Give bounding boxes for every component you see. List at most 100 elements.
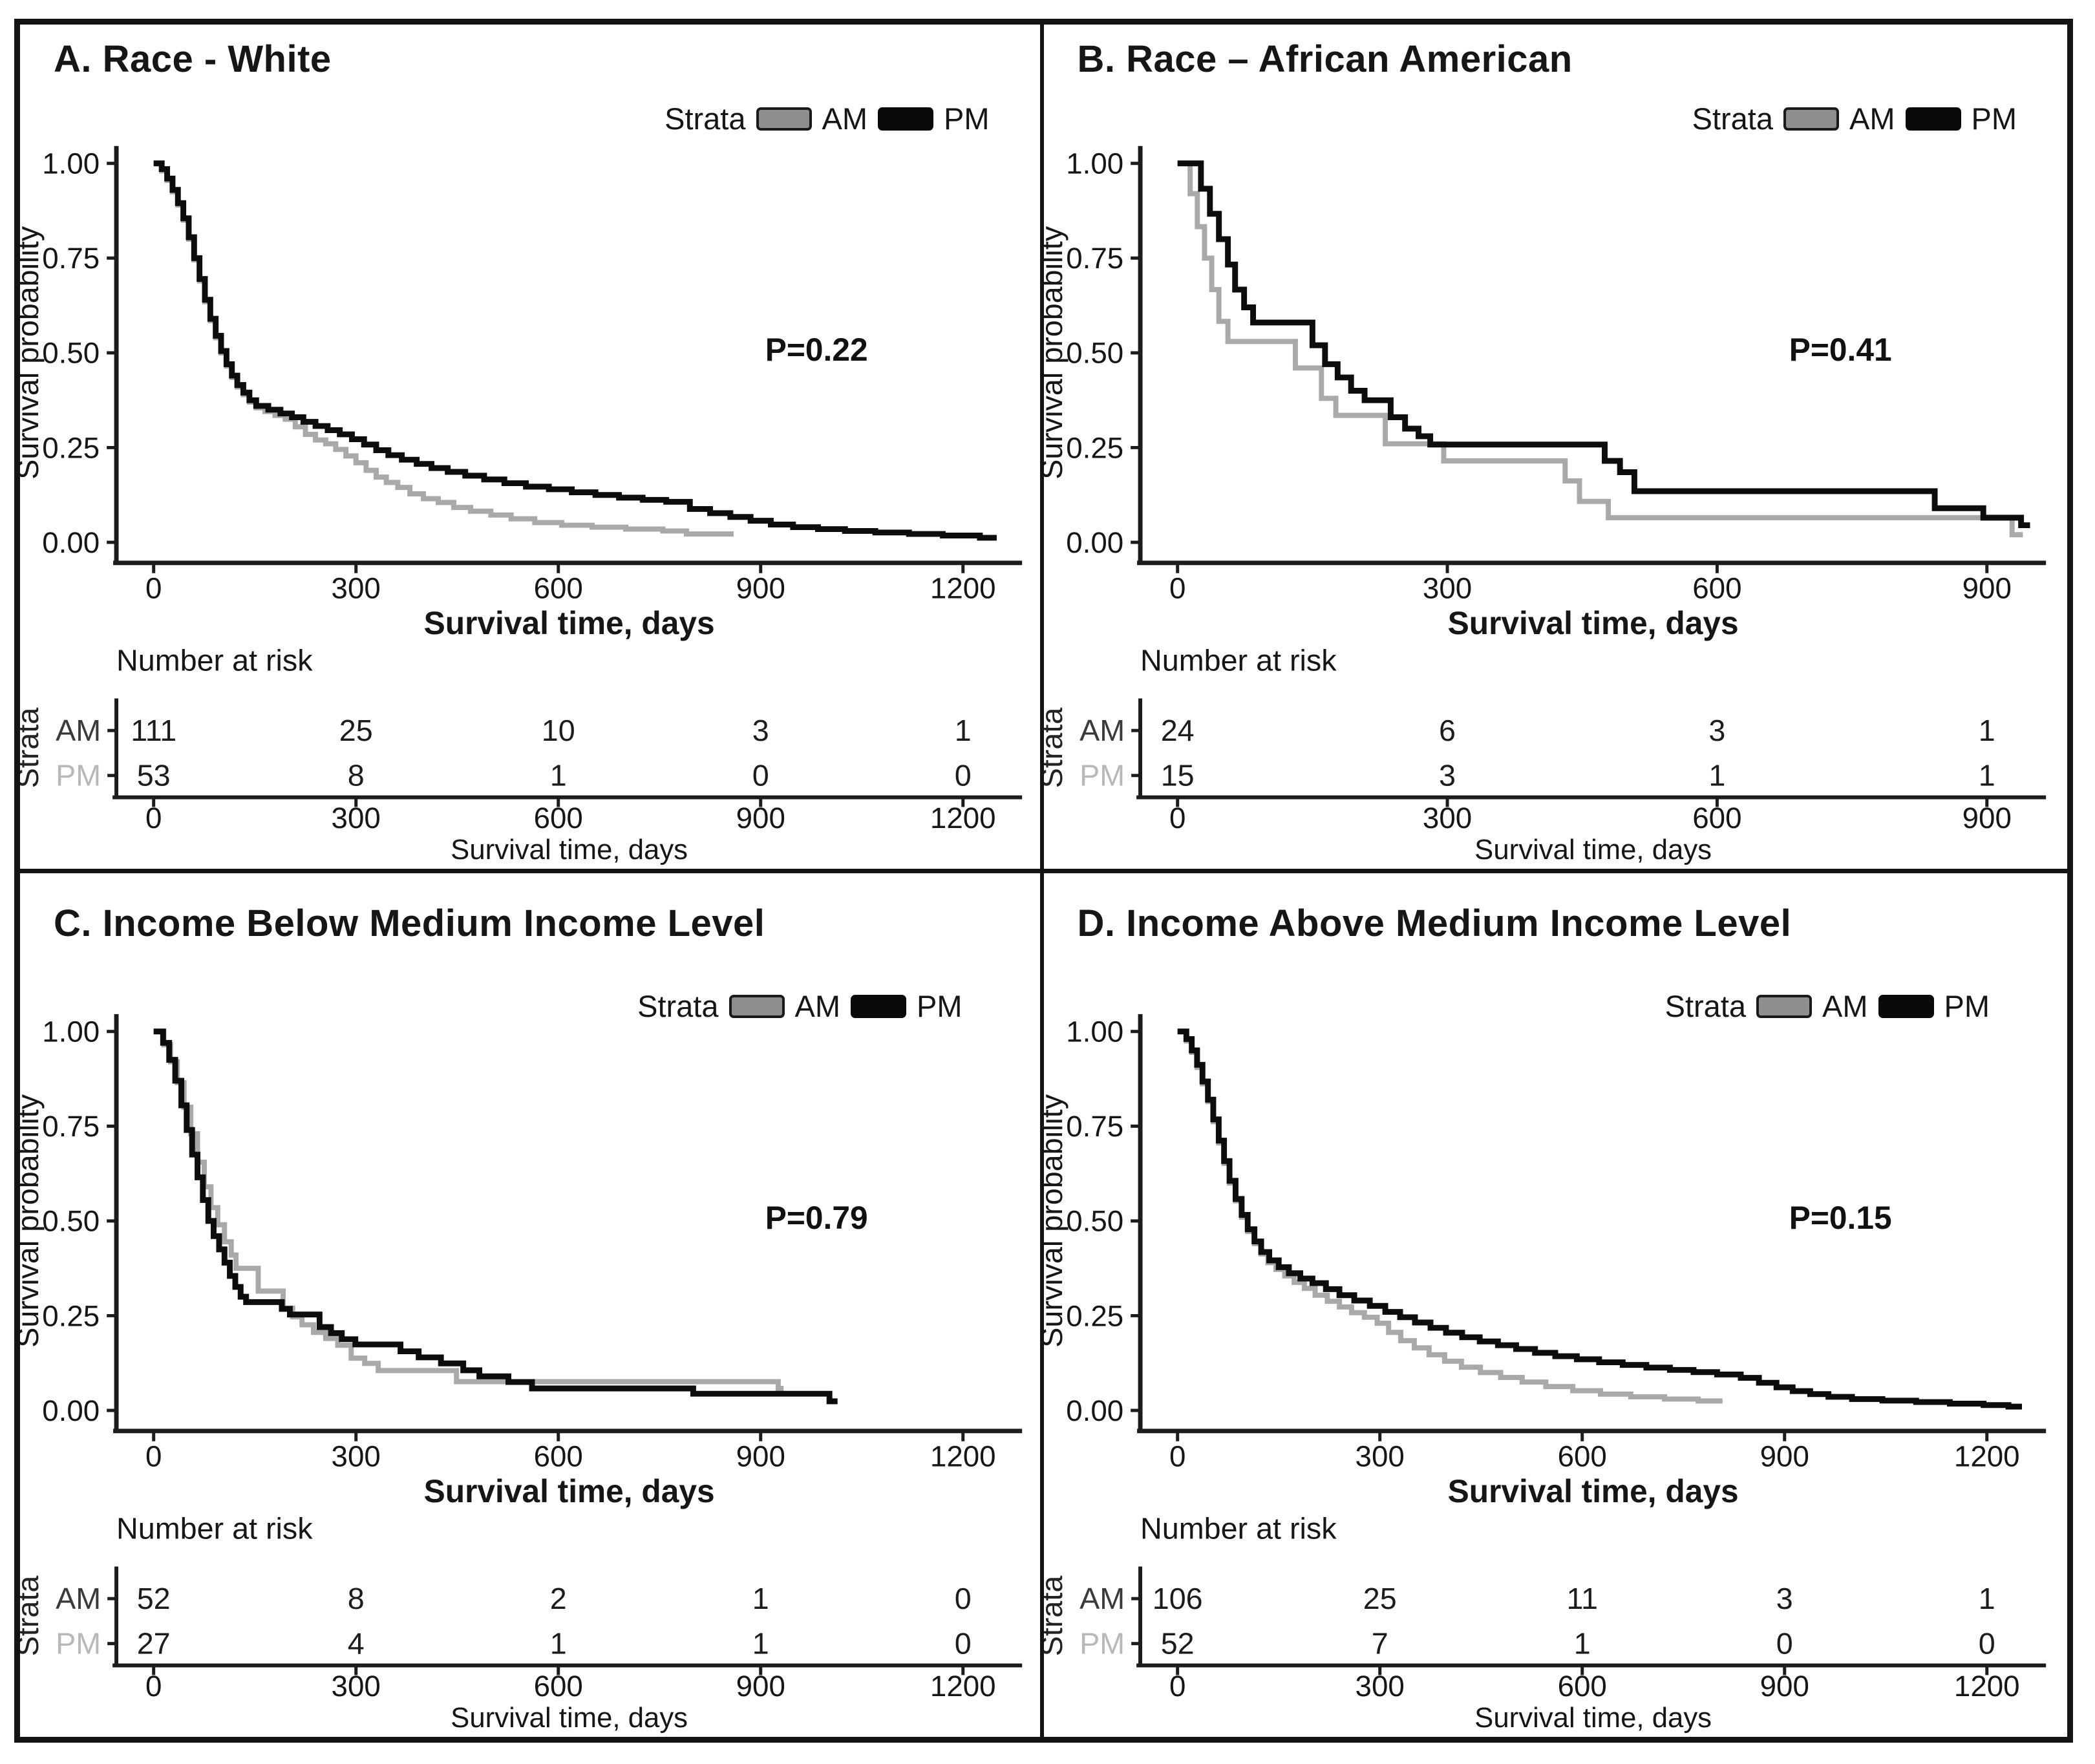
legend-swatch-pm — [1878, 994, 1934, 1018]
risk-count: 1 — [955, 714, 972, 747]
risk-count: 0 — [955, 1582, 972, 1615]
risk-x-tick-label: 900 — [1760, 1670, 1809, 1703]
risk-count: 0 — [1776, 1627, 1792, 1661]
y-tick-label: 0.50 — [42, 1205, 100, 1238]
legend-swatch-am — [1783, 107, 1839, 131]
risk-table-header: Number at risk — [1140, 1512, 1337, 1546]
x-tick-label: 1200 — [1953, 1440, 2019, 1472]
risk-row-label-am: AM — [1079, 1582, 1125, 1615]
risk-row-label-pm: PM — [1079, 1627, 1125, 1661]
x-tick-label: 0 — [1169, 1440, 1185, 1472]
legend: Strata AM PM — [1692, 101, 2017, 136]
y-tick-label: 0.25 — [1066, 431, 1123, 464]
risk-x-tick-label: 1200 — [1953, 1670, 2019, 1703]
risk-x-tick-label: 300 — [332, 802, 381, 834]
risk-row-label-pm: PM — [56, 1627, 101, 1661]
legend-title: Strata — [665, 101, 746, 136]
risk-count: 10 — [542, 714, 575, 747]
risk-strata-axis-label: Strata — [1044, 1576, 1069, 1657]
risk-count: 1 — [550, 1627, 567, 1661]
risk-count: 3 — [752, 714, 769, 747]
x-tick-label: 300 — [1422, 571, 1471, 604]
y-tick-label: 0.75 — [42, 1110, 100, 1143]
risk-count: 7 — [1371, 1627, 1388, 1661]
legend: Strata AM PM — [1665, 988, 1990, 1024]
risk-count: 53 — [137, 759, 171, 792]
legend-title: Strata — [1692, 101, 1773, 136]
legend-label-pm: PM — [944, 101, 990, 136]
risk-count: 106 — [1152, 1582, 1202, 1615]
y-tick-label: 0.75 — [1066, 1110, 1123, 1143]
risk-row-label-am: AM — [1079, 714, 1125, 747]
x-tick-label: 1200 — [930, 1440, 996, 1472]
risk-table-header: Number at risk — [116, 1512, 313, 1546]
risk-x-tick-label: 600 — [534, 802, 583, 834]
y-tick-label: 0.25 — [42, 1299, 100, 1332]
figure-frame: A. Race - White Strata AM PM 1.00 0.75 0.5… — [14, 19, 2073, 1743]
risk-count: 25 — [339, 714, 373, 747]
risk-count: 1 — [1978, 714, 1995, 747]
y-tick-label: 0.00 — [42, 526, 100, 559]
panel-race-white: A. Race - White Strata AM PM 1.00 0.75 0.5… — [20, 25, 1044, 873]
legend-label-am: AM — [1822, 989, 1868, 1023]
risk-count: 3 — [1776, 1582, 1792, 1615]
legend-swatch-pm — [1905, 107, 1961, 131]
risk-x-axis-title: Survival time, days — [451, 834, 688, 866]
panel-race-african-american: B. Race – African American Strata AM PM … — [1043, 25, 2067, 873]
risk-row-label-pm: PM — [1079, 759, 1125, 792]
risk-x-tick-label: 300 — [332, 1670, 381, 1703]
km-chart-panel-d: 1.00 0.75 0.50 0.25 0.00 Survival probability… — [1044, 1014, 2046, 1734]
risk-x-tick-label: 900 — [1962, 802, 2011, 834]
risk-count: 2 — [550, 1582, 567, 1615]
x-tick-label: 0 — [145, 1440, 162, 1472]
y-tick-label: 1.00 — [1066, 147, 1123, 180]
risk-x-tick-label: 900 — [736, 1670, 785, 1703]
y-tick-label: 0.50 — [42, 337, 100, 370]
risk-count: 1 — [1978, 759, 1995, 792]
km-chart-panel-c: 1.00 0.75 0.50 0.25 0.00 Survival probability… — [20, 1014, 1023, 1734]
panel-income-above: D. Income Above Medium Income Level Stra… — [1043, 873, 2067, 1737]
risk-x-tick-label: 900 — [736, 802, 785, 834]
risk-x-axis-title: Survival time, days — [1474, 834, 1712, 866]
risk-x-tick-label: 0 — [1169, 1670, 1185, 1703]
x-tick-label: 0 — [145, 571, 162, 604]
legend-label-am: AM — [822, 101, 868, 136]
x-tick-label: 600 — [534, 1440, 583, 1472]
risk-x-tick-label: 600 — [1557, 1670, 1606, 1703]
y-axis-title: Survival probability — [1044, 1094, 1069, 1347]
legend-swatch-am — [1756, 994, 1812, 1018]
risk-table-header: Number at risk — [116, 644, 313, 677]
risk-row-label-am: AM — [56, 1582, 101, 1615]
risk-count: 6 — [1439, 714, 1456, 747]
y-tick-label: 1.00 — [42, 147, 100, 180]
risk-row-label-am: AM — [56, 714, 101, 747]
km-chart-panel-a: 1.00 0.75 0.50 0.25 0.00 Survival probability… — [20, 145, 1023, 866]
risk-x-tick-label: 0 — [1169, 802, 1185, 834]
risk-count: 8 — [348, 759, 365, 792]
legend-label-pm: PM — [917, 989, 962, 1023]
km-curve-pm — [153, 1028, 838, 1405]
p-value-label: P=0.15 — [1789, 1200, 1891, 1236]
x-tick-label: 900 — [736, 1440, 785, 1472]
risk-count: 8 — [348, 1582, 365, 1615]
legend-label-am: AM — [1849, 101, 1895, 136]
risk-count: 52 — [137, 1582, 171, 1615]
risk-count: 1 — [1708, 759, 1725, 792]
risk-x-tick-label: 1200 — [930, 1670, 996, 1703]
risk-count: 1 — [1573, 1627, 1590, 1661]
y-axis-title: Survival probability — [20, 226, 45, 479]
legend-swatch-am — [756, 107, 812, 131]
legend-swatch-pm — [851, 994, 906, 1018]
y-tick-label: 0.00 — [42, 1394, 100, 1427]
y-tick-label: 1.00 — [1066, 1015, 1123, 1048]
risk-count: 4 — [348, 1627, 365, 1661]
risk-x-axis-title: Survival time, days — [451, 1702, 688, 1734]
km-curve-am — [153, 1028, 784, 1391]
x-tick-label: 900 — [1962, 571, 2011, 604]
p-value-label: P=0.22 — [765, 332, 868, 368]
km-chart-panel-b: 1.00 0.75 0.50 0.25 0.00 Survival probability… — [1044, 145, 2046, 866]
p-value-label: P=0.41 — [1789, 332, 1891, 368]
risk-count: 24 — [1160, 714, 1194, 747]
risk-table-header: Number at risk — [1140, 644, 1337, 677]
risk-count: 1 — [752, 1582, 769, 1615]
